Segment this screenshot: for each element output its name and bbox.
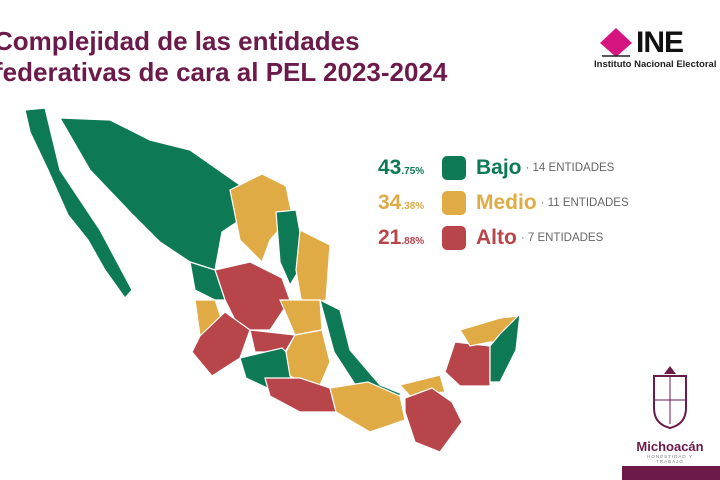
legend: 43.75% Bajo · 14 ENTIDADES 34.38% Medio · … <box>378 150 629 255</box>
coat-of-arms-icon <box>653 366 687 430</box>
legend-percentage: 34.38% <box>378 190 425 214</box>
page-title: Complejidad de las entidades federativas… <box>0 26 448 87</box>
swatch <box>442 225 466 250</box>
state-sinaloa <box>189 261 226 301</box>
state-durango <box>214 261 291 331</box>
state-veracruz <box>319 298 404 403</box>
state-chiapas <box>404 387 463 453</box>
state-baja-california <box>24 107 133 299</box>
state-tamaulipas <box>295 229 331 306</box>
state-guerrero <box>264 377 337 413</box>
legend-count: · 7 ENTIDADES <box>520 231 604 244</box>
state-north <box>58 117 241 271</box>
legend-item-alto: 21.88% Alto · 7 ENTIDADES <box>378 220 629 255</box>
state-campeche <box>444 341 491 387</box>
legend-percentage: 21.88% <box>378 225 425 249</box>
brand-bar <box>622 466 720 480</box>
legend-item-bajo: 43.75% Bajo · 14 ENTIDADES <box>378 150 629 185</box>
ine-diamond-icon <box>600 28 632 57</box>
state-oaxaca <box>329 381 406 433</box>
legend-label: Alto <box>476 225 517 249</box>
legend-count: · 14 ENTIDADES <box>525 161 615 174</box>
state-slp <box>279 299 323 336</box>
legend-item-medio: 34.38% Medio · 11 ENTIDADES <box>378 185 629 220</box>
michoacan-logo: Michoacán HONESTIDAD Y TRABAJO <box>636 364 704 464</box>
swatch <box>442 155 466 180</box>
state-quintana-roo <box>489 312 521 383</box>
swatch <box>442 190 466 215</box>
legend-label: Bajo <box>476 155 522 179</box>
legend-count: · 11 ENTIDADES <box>540 196 629 209</box>
legend-label: Medio <box>476 190 537 214</box>
mexico-map <box>24 107 521 453</box>
legend-percentage: 43.75% <box>378 155 425 179</box>
